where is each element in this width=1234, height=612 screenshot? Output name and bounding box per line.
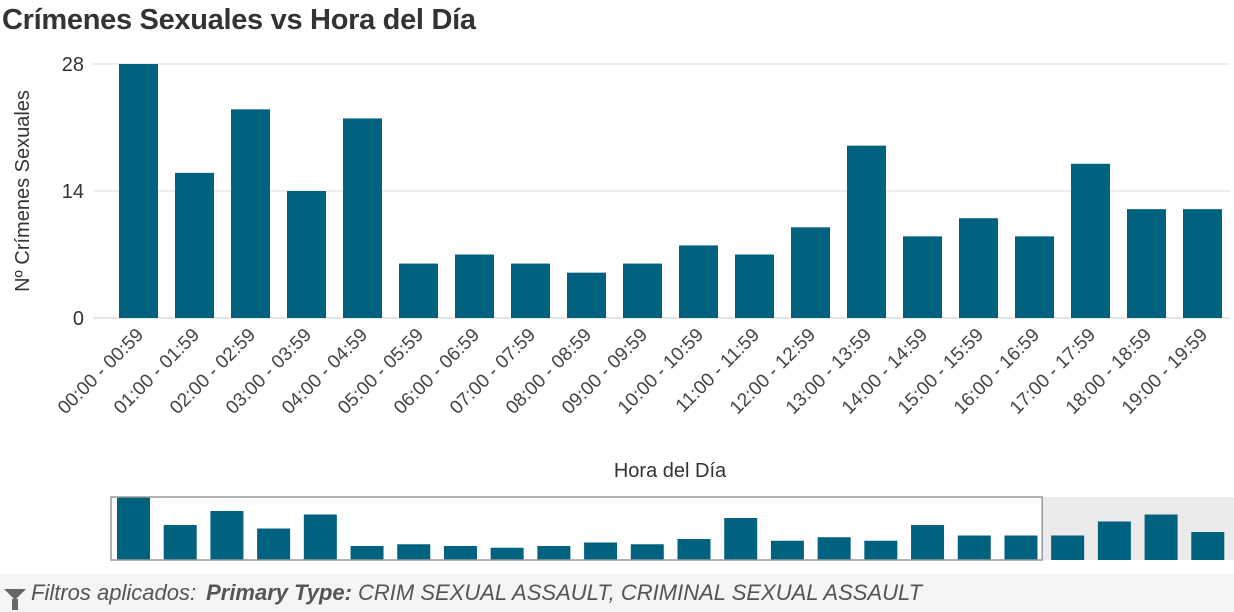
overview-bar	[303, 514, 337, 560]
overview-bar	[864, 540, 898, 560]
bar[interactable]	[1183, 209, 1222, 318]
overview-bar	[911, 525, 945, 560]
overview-bar	[163, 525, 197, 560]
overview-bar	[1191, 532, 1225, 560]
overview-bar	[350, 546, 384, 560]
overview-bar	[537, 546, 571, 560]
bar[interactable]	[791, 227, 830, 318]
y-tick-label: 14	[62, 181, 84, 203]
filter-value: CRIM SEXUAL ASSAULT, CRIMINAL SEXUAL ASS…	[358, 580, 923, 605]
filter-label: Filtros aplicados:	[31, 580, 197, 605]
overview-bar	[1051, 535, 1085, 560]
overview-bar	[584, 542, 618, 560]
overview-bar	[724, 518, 758, 560]
y-tick-label: 28	[62, 54, 84, 76]
bar[interactable]	[175, 172, 214, 318]
bar[interactable]	[455, 254, 494, 319]
overview-bar	[957, 535, 991, 560]
overview-bar	[1144, 514, 1178, 560]
bar[interactable]	[287, 191, 326, 318]
bars	[119, 64, 1222, 318]
overview-bar	[1097, 521, 1131, 560]
overview-bar	[630, 544, 664, 560]
bar[interactable]	[735, 254, 774, 319]
bar[interactable]	[903, 236, 942, 318]
x-axis-label: Hora del Día	[614, 460, 727, 482]
bar[interactable]	[119, 64, 158, 318]
bar[interactable]	[847, 145, 886, 318]
filter-footer: Filtros aplicados: Primary Type: CRIM SE…	[0, 574, 1234, 612]
overview-bar	[1004, 535, 1038, 560]
overview-bar	[443, 546, 477, 560]
y-tick-label: 0	[73, 308, 84, 330]
bar[interactable]	[679, 245, 718, 318]
overview-bar	[257, 528, 291, 560]
bar[interactable]	[623, 263, 662, 318]
funnel-icon	[4, 588, 26, 610]
bar[interactable]	[231, 109, 270, 318]
y-axis-ticks: 0 14 28	[62, 54, 84, 330]
filter-key: Primary Type:	[206, 580, 352, 605]
overview-bar	[677, 539, 711, 560]
y-axis-label: Nº Crímenes Sexuales	[12, 90, 34, 292]
bar[interactable]	[1015, 236, 1054, 318]
overview-selection-window[interactable]	[110, 496, 1043, 561]
bar[interactable]	[1071, 163, 1110, 318]
overview-bar	[117, 497, 150, 560]
overview-bar	[490, 547, 524, 560]
chart-title: Crímenes Sexuales vs Hora del Día	[2, 4, 476, 36]
bar[interactable]	[399, 263, 438, 318]
overview-bar	[210, 511, 244, 560]
overview-bar	[770, 540, 804, 560]
bar[interactable]	[1127, 209, 1166, 318]
bar[interactable]	[959, 218, 998, 318]
overview-bar	[817, 537, 851, 560]
overview-navigator[interactable]	[110, 496, 1234, 561]
overview-bar	[397, 544, 431, 560]
bar[interactable]	[567, 272, 606, 318]
bar[interactable]	[343, 118, 382, 318]
bar[interactable]	[511, 263, 550, 318]
